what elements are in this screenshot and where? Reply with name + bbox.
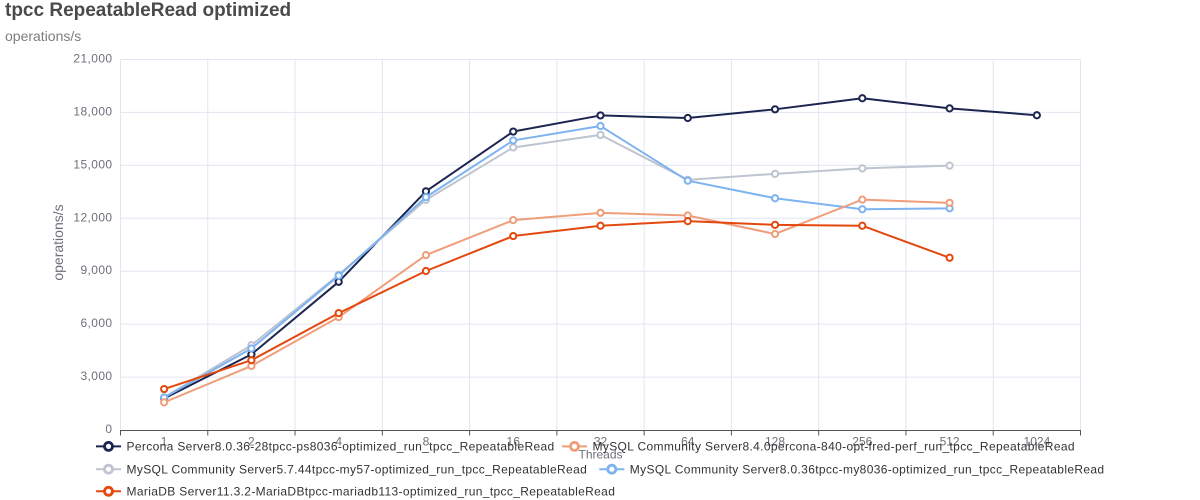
svg-text:1: 1 (161, 435, 168, 449)
svg-text:12,000: 12,000 (73, 210, 112, 224)
svg-text:64: 64 (681, 435, 695, 449)
svg-text:15,000: 15,000 (73, 157, 112, 171)
svg-text:8: 8 (423, 435, 430, 449)
svg-text:0: 0 (105, 422, 112, 436)
svg-text:256: 256 (852, 435, 872, 449)
svg-text:9,000: 9,000 (80, 263, 112, 277)
svg-text:6,000: 6,000 (80, 316, 112, 330)
svg-text:Percona Server8.0.36-28tpcc-ps: Percona Server8.0.36-28tpcc-ps8036-optim… (127, 440, 555, 454)
svg-text:16: 16 (507, 435, 521, 449)
svg-text:18,000: 18,000 (73, 104, 112, 118)
svg-text:1024: 1024 (1024, 435, 1051, 449)
svg-text:MySQL Community Server8.4.0per: MySQL Community Server8.4.0percona-840-o… (593, 440, 1075, 454)
svg-text:MySQL Community Server8.0.36tp: MySQL Community Server8.0.36tpcc-my8036-… (630, 462, 1105, 476)
svg-text:2: 2 (248, 435, 255, 449)
svg-text:128: 128 (765, 435, 785, 449)
svg-text:MySQL Community Server5.7.44tp: MySQL Community Server5.7.44tpcc-my57-op… (127, 462, 588, 476)
svg-text:Threads: Threads (578, 448, 622, 462)
svg-text:operations/s: operations/s (50, 204, 66, 280)
svg-text:512: 512 (940, 435, 960, 449)
svg-text:MariaDB Server11.3.2-MariaDBtp: MariaDB Server11.3.2-MariaDBtpcc-mariadb… (127, 485, 616, 499)
svg-text:4: 4 (335, 435, 342, 449)
svg-text:21,000: 21,000 (73, 52, 112, 66)
svg-text:3,000: 3,000 (80, 369, 112, 383)
svg-text:32: 32 (594, 435, 608, 449)
